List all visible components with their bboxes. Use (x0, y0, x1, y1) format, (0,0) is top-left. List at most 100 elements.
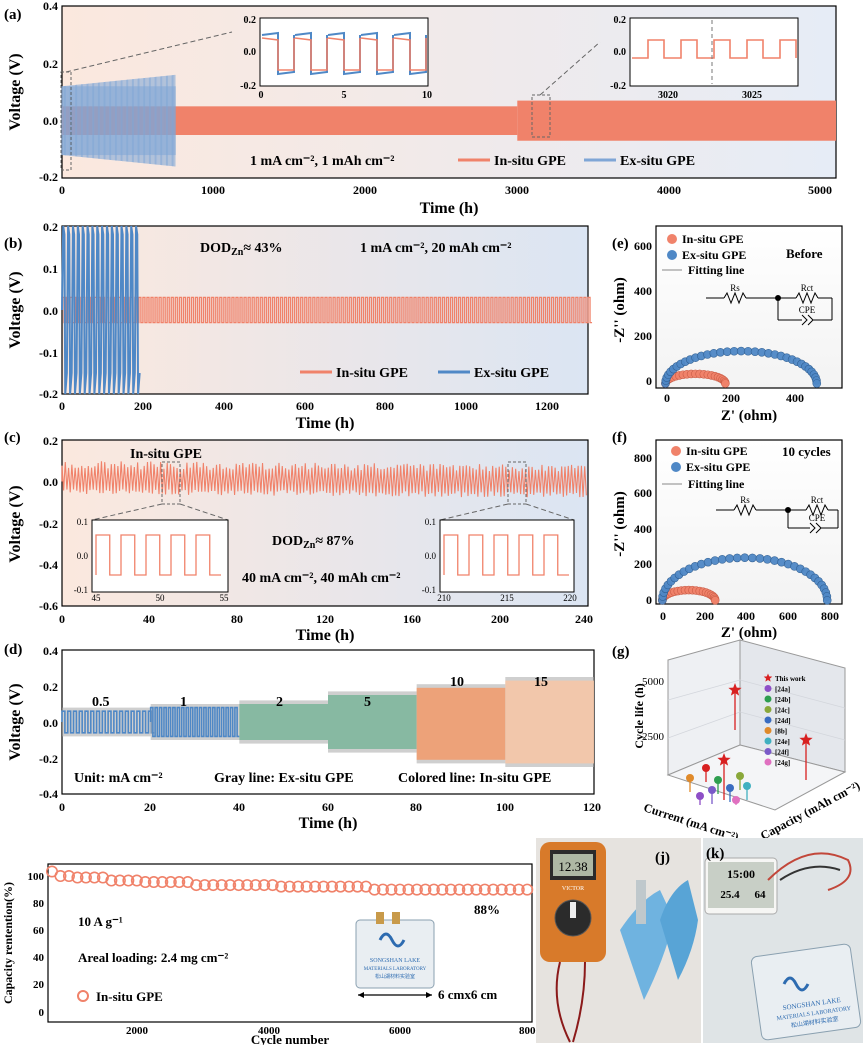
ytick: -0.2 (39, 170, 58, 184)
xtick: 80 (231, 612, 243, 626)
exsitu-point (741, 554, 749, 562)
panel-a-ylabel: Voltage (V) (7, 53, 24, 130)
pouch-text: SONGSHAN LAKE (370, 958, 421, 964)
ytick: 400 (634, 522, 652, 536)
literature-marker (732, 796, 740, 804)
panel-g: This work[24a][24b][24c][24d][8b][24e][2… (612, 640, 862, 844)
exsitu-point (726, 554, 734, 562)
xtick: 0 (59, 183, 65, 197)
inset-xtick: 5 (342, 90, 347, 101)
insitu-rate-line (151, 708, 240, 737)
inset-ytick: 0.0 (425, 551, 437, 561)
photo-j-letter: (j) (655, 850, 670, 866)
legend-entry: [24a] (775, 686, 790, 694)
panel-h-end-label: 88% (474, 902, 500, 917)
legend-entry: [24e] (775, 738, 790, 746)
ytick: 200 (634, 557, 652, 571)
legend-marker (765, 738, 772, 745)
ytick: 100 (28, 871, 45, 883)
panel-d-ylabel: Voltage (V) (7, 683, 24, 760)
circuit-label-rct: Rct (801, 283, 814, 293)
legend-insitu: In-situ GPE (682, 232, 744, 246)
panel-b-insitu-line (62, 297, 592, 322)
pouch-tab (376, 912, 384, 924)
panel-b-condition: 1 mA cm⁻², 20 mAh cm⁻² (360, 241, 511, 256)
ytick: 800 (634, 451, 652, 465)
panel-g-letter: (g) (612, 644, 630, 660)
xtick: 160 (403, 612, 421, 626)
inset-ytick: -0.2 (240, 81, 256, 92)
ytick: 0.2 (43, 220, 58, 234)
inset-ytick: 0.0 (77, 551, 89, 561)
panel-g-xlabel: Current (mA cm⁻²) (642, 800, 741, 844)
inset-xtick: 3025 (742, 90, 762, 101)
hygrometer-time: 15:00 (727, 867, 755, 881)
panel-b-xlabel: Time (h) (296, 415, 355, 432)
legend-exsitu: Ex-situ GPE (620, 154, 695, 169)
inset-ytick: 0.0 (244, 47, 257, 58)
xtick: 100 (496, 800, 514, 814)
circuit-label-cpe: CPE (799, 305, 816, 315)
panel-e-letter: (e) (612, 236, 629, 252)
panel-d-letter: (d) (4, 642, 22, 658)
literature-marker (686, 774, 694, 782)
legend-entry: [24c] (775, 707, 790, 715)
panel-h-ylabel: Capacity rentention(%) (1, 882, 15, 1004)
xtick: 1000 (201, 183, 225, 197)
ytick: -0.2 (39, 387, 58, 401)
xtick: 120 (316, 612, 334, 626)
legend-marker (765, 759, 772, 766)
literature-marker (743, 782, 751, 790)
inset-ytick: 0.1 (77, 517, 88, 527)
xtick: 20 (144, 800, 156, 814)
panel-b-letter: (b) (4, 236, 22, 252)
literature-marker (696, 792, 704, 800)
xtick: 400 (737, 609, 755, 623)
panel-a: 0.2 0.0 -0.2 0 5 10 0.2 0.0 -0.2 3020 30… (4, 0, 836, 217)
hygrometer-humidity: 64 (755, 889, 767, 901)
ytick: 0.4 (43, 0, 58, 13)
ytick: 600 (634, 486, 652, 500)
insitu-rate-band (505, 681, 594, 764)
panel-c-inset-2 (440, 520, 574, 592)
exsitu-point (733, 554, 741, 562)
ytick: 0.2 (43, 680, 58, 694)
exsitu-point (718, 555, 726, 563)
insitu-rate-band (328, 695, 417, 749)
panel-a-xlabel: Time (h) (420, 200, 479, 217)
ytick: 0 (39, 1007, 45, 1019)
literature-marker (714, 776, 722, 784)
multimeter-knob (570, 902, 576, 918)
panel-f-ylabel: -Z'' (ohm) (612, 491, 628, 556)
legend-marker-insitu (671, 446, 681, 456)
legend-marker (765, 717, 772, 724)
legend-insitu: In-situ GPE (686, 444, 748, 458)
figure: 0.2 0.0 -0.2 0 5 10 0.2 0.0 -0.2 3020 30… (0, 0, 865, 1045)
legend-insitu: In-situ GPE (494, 154, 566, 169)
xtick: 80 (410, 800, 422, 814)
ytick: 400 (634, 284, 652, 298)
legend-marker (765, 706, 772, 713)
xtick: 800 (376, 399, 394, 413)
exsitu-point (763, 555, 771, 563)
ytick: -0.2 (39, 752, 58, 766)
panel-a-letter: (a) (4, 7, 22, 23)
panel-d: 0.5 1 2 5 10 15 Unit: mA cm⁻² Gray line:… (4, 642, 601, 832)
xtick: 2000 (126, 1025, 149, 1037)
legend-entry: This work (775, 675, 806, 683)
exsitu-point (748, 554, 756, 562)
inset-xtick: 3020 (658, 90, 678, 101)
xtick: 400 (786, 391, 804, 405)
literature-marker (708, 786, 716, 794)
xtick: 0 (59, 612, 65, 626)
legend-entry: [24d] (775, 717, 791, 725)
panel-g-zlabel: Cycle life (h) (632, 683, 646, 748)
panel-e-xlabel: Z' (ohm) (721, 408, 777, 424)
rate-label: 2 (276, 695, 283, 710)
ytick: 600 (634, 239, 652, 253)
legend-insitu: In-situ GPE (336, 366, 408, 381)
xtick: 200 (722, 391, 740, 405)
ytick: 0.2 (43, 434, 58, 448)
ytick: 0 (646, 374, 652, 388)
inset-ytick: -0.1 (74, 585, 88, 595)
